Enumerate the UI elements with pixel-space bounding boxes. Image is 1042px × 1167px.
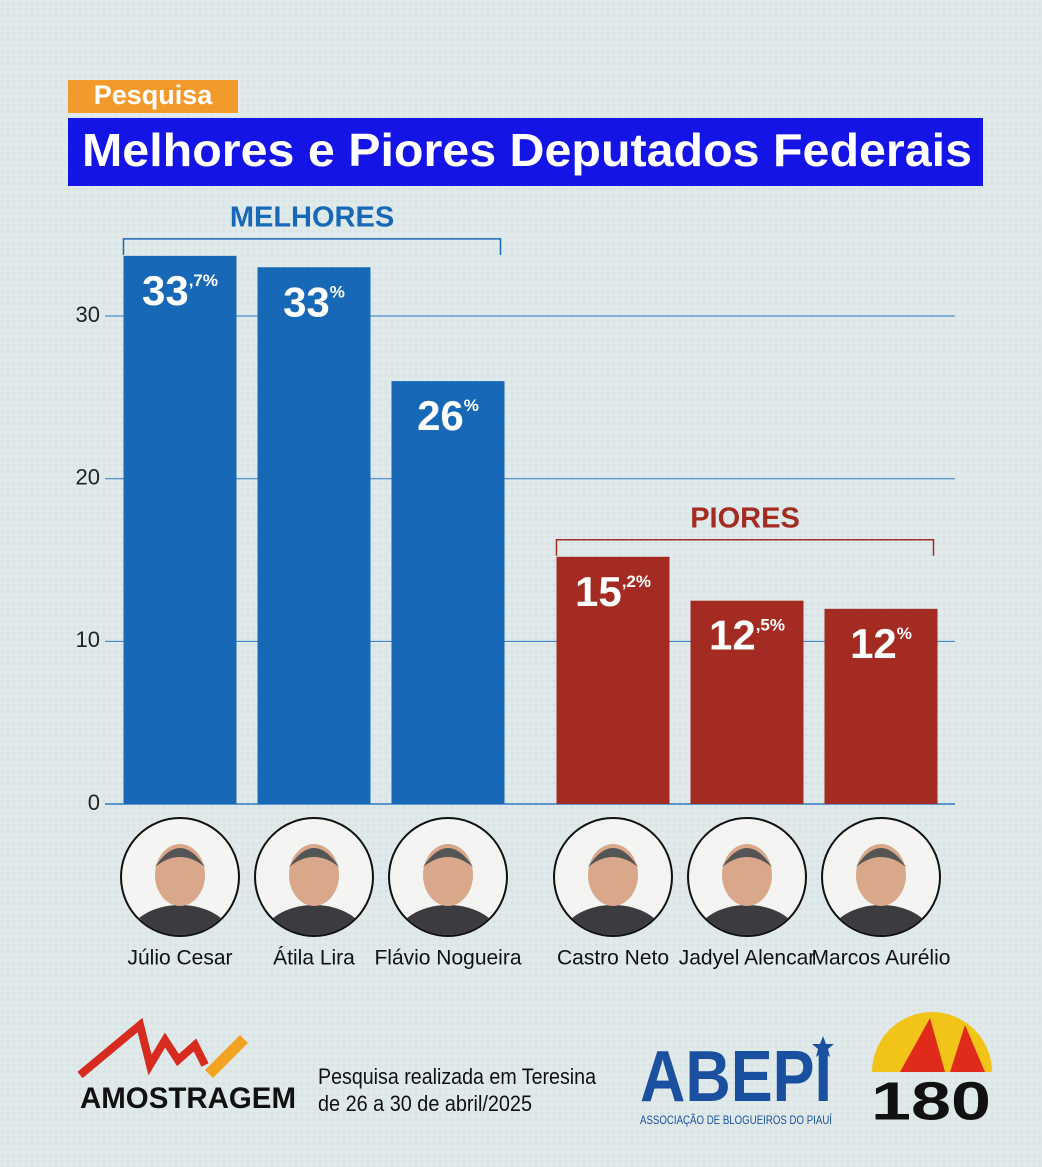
portrait-ring — [254, 817, 374, 937]
star — [812, 1036, 834, 1057]
bar — [824, 608, 938, 804]
amostragem-mark — [77, 1017, 209, 1079]
x-tick-label: Castro Neto — [557, 947, 669, 970]
y-tick-label: 10 — [76, 627, 100, 652]
shoulders — [695, 905, 799, 935]
pencil — [205, 1035, 248, 1078]
legend-label: PIORES — [690, 502, 800, 534]
bar — [257, 267, 371, 804]
title-box — [68, 118, 983, 186]
shoulders — [262, 905, 366, 935]
y-tick-label: 0 — [88, 790, 100, 815]
tag-box — [68, 80, 238, 113]
media-logo: 180 — [871, 1071, 991, 1131]
shoulders — [396, 905, 500, 935]
y-tick-label: 30 — [76, 302, 100, 327]
bar — [123, 255, 237, 805]
portrait-figure — [128, 844, 232, 935]
source-logo: AMOSTRAGEM — [80, 1082, 296, 1115]
portrait-ring — [687, 817, 807, 937]
group-bracket — [555, 539, 935, 556]
value-label: 15,2% — [575, 568, 651, 615]
portrait-figure — [695, 844, 799, 935]
portrait — [254, 817, 374, 937]
x-tick-label: Júlio Cesar — [127, 947, 232, 970]
portrait — [120, 817, 240, 937]
shoulders — [561, 905, 665, 935]
portrait-ring — [553, 817, 673, 937]
tag: Pesquisa — [94, 80, 214, 110]
legend-label: MELHORES — [230, 202, 394, 234]
hair — [722, 848, 772, 867]
y-tick-label: 20 — [76, 465, 100, 490]
value-label: 12,5% — [709, 612, 785, 659]
portrait-figure — [561, 844, 665, 935]
group-bracket — [122, 238, 502, 255]
portrait — [687, 817, 807, 937]
bar — [391, 381, 505, 804]
portrait — [388, 817, 508, 937]
portrait-ring — [120, 817, 240, 937]
hair — [588, 848, 638, 867]
note: de 26 a 30 de abril/2025 — [318, 1091, 532, 1116]
hair — [289, 848, 339, 867]
shoulders — [128, 905, 232, 935]
portrait — [553, 817, 673, 937]
shoulders — [829, 905, 933, 935]
portrait-figure — [262, 844, 366, 935]
bar — [690, 600, 804, 804]
x-tick-label: Flávio Nogueira — [374, 947, 521, 970]
bar — [556, 556, 670, 804]
portrait-ring — [821, 817, 941, 937]
portrait-figure — [829, 844, 933, 935]
value-label: 33% — [283, 278, 345, 325]
portrait — [821, 817, 941, 937]
partner-subtitle: ASSOCIAÇÃO DE BLOGUEIROS DO PIAUÍ — [640, 1112, 833, 1127]
x-tick-label: Jadyel Alencar — [679, 947, 816, 970]
x-tick-label: Átila Lira — [273, 947, 355, 970]
plot: 0 10 20 30 33,7% 33% 26% MELHORES 15,2% 12,5% 12% P… — [76, 202, 955, 970]
hair — [423, 848, 473, 867]
value-label: 12% — [850, 620, 912, 667]
note: Pesquisa realizada em Teresina — [318, 1064, 597, 1089]
hair — [155, 848, 205, 867]
partner-logo: ABEPI — [640, 1037, 832, 1117]
chart-title: Melhores e Piores Deputados Federais — [82, 124, 972, 176]
portrait-figure — [396, 844, 500, 935]
portrait-ring — [388, 817, 508, 937]
value-label: 33,7% — [142, 267, 218, 314]
sun-rays — [900, 1018, 985, 1072]
hair — [856, 848, 906, 867]
x-tick-label: Marcos Aurélio — [812, 947, 951, 970]
value-label: 26% — [417, 392, 479, 439]
